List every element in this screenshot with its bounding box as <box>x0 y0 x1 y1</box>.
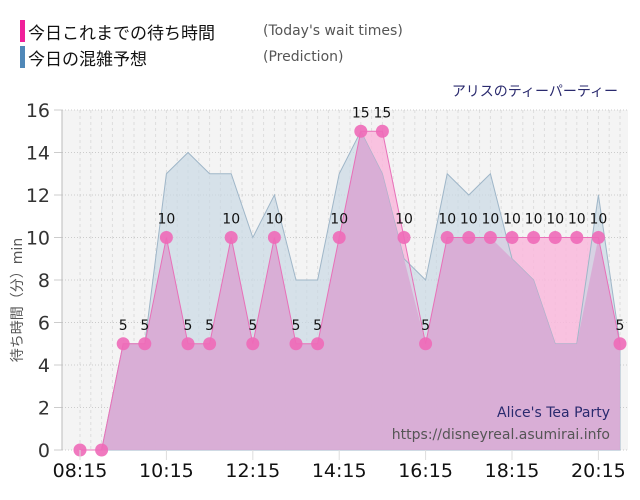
data-point <box>591 231 605 244</box>
data-point <box>203 337 217 351</box>
data-point <box>95 443 109 457</box>
y-tick-label: 0 <box>38 440 50 462</box>
data-label: 5 <box>616 318 625 334</box>
data-point <box>246 337 260 351</box>
x-tick-label: 14:15 <box>312 460 367 482</box>
x-tick-label: 18:15 <box>485 460 540 482</box>
data-label: 10 <box>589 212 607 228</box>
data-point <box>159 231 173 244</box>
y-tick-label: 6 <box>38 313 50 335</box>
data-point <box>354 124 368 138</box>
data-point <box>419 337 433 351</box>
data-label: 10 <box>546 212 564 228</box>
data-point <box>116 337 130 351</box>
data-point <box>375 124 389 138</box>
data-label: 5 <box>140 318 149 334</box>
data-point <box>570 231 584 244</box>
data-label: 5 <box>205 318 214 334</box>
data-label: 10 <box>460 212 478 228</box>
data-label: 10 <box>222 212 240 228</box>
data-label: 10 <box>568 212 586 228</box>
data-point <box>181 337 195 351</box>
data-point <box>462 231 476 244</box>
data-point <box>138 337 152 351</box>
legend-label-en: (Prediction) <box>263 49 344 65</box>
data-point <box>267 231 281 244</box>
data-point <box>289 337 303 351</box>
y-tick-label: 8 <box>38 270 50 292</box>
y-tick-label: 12 <box>26 185 50 207</box>
attraction-name-en: Alice's Tea Party <box>497 405 610 421</box>
data-label: 5 <box>421 318 430 334</box>
data-point <box>311 337 325 351</box>
data-point <box>332 231 346 244</box>
y-tick-label: 2 <box>38 398 50 420</box>
data-label: 10 <box>438 212 456 228</box>
y-tick-label: 14 <box>26 143 50 165</box>
data-label: 10 <box>525 212 543 228</box>
legend-item-prediction: 今日の混雑予想 (Prediction) <box>20 44 403 70</box>
legend-label-jp: 今日これまでの待ち時間 <box>28 23 215 44</box>
data-label: 10 <box>481 212 499 228</box>
data-point <box>505 231 519 244</box>
data-point <box>548 231 562 244</box>
data-label: 10 <box>395 212 413 228</box>
x-tick-label: 08:15 <box>53 460 108 482</box>
attraction-title: アリスのティーパーティー <box>451 84 618 100</box>
legend-label-jp: 今日の混雑予想 <box>28 49 147 70</box>
data-label: 10 <box>265 212 283 228</box>
y-tick-label: 10 <box>26 228 50 250</box>
data-point <box>397 231 411 244</box>
x-tick-label: 10:15 <box>139 460 194 482</box>
data-label: 5 <box>184 318 193 334</box>
legend-swatch-prediction <box>20 46 25 68</box>
overlap-area <box>80 131 620 450</box>
data-label: 5 <box>292 318 301 334</box>
data-point <box>527 231 541 244</box>
data-label: 5 <box>313 318 322 334</box>
data-label: 10 <box>330 212 348 228</box>
data-point <box>224 231 238 244</box>
data-label: 15 <box>373 105 391 121</box>
data-label: 10 <box>157 212 175 228</box>
data-label: 5 <box>119 318 128 334</box>
y-tick-label: 4 <box>38 355 50 377</box>
y-axis-label: 待ち時間（分）min <box>10 238 26 362</box>
y-tick-label: 16 <box>26 100 50 122</box>
x-tick-label: 12:15 <box>225 460 280 482</box>
data-point <box>440 231 454 244</box>
x-tick-label: 20:15 <box>571 460 626 482</box>
data-label: 5 <box>248 318 257 334</box>
data-label: 10 <box>503 212 521 228</box>
legend-item-today: 今日これまでの待ち時間 (Today's wait times) <box>20 18 403 44</box>
data-point <box>613 337 627 351</box>
x-tick-label: 16:15 <box>398 460 453 482</box>
data-point <box>483 231 497 244</box>
legend-swatch-today <box>20 20 25 42</box>
watermark-url: https://disneyreal.asumirai.info <box>391 427 610 443</box>
data-label: 15 <box>352 105 370 121</box>
legend-label-en: (Today's wait times) <box>263 23 403 39</box>
legend: 今日これまでの待ち時間 (Today's wait times) 今日の混雑予想… <box>20 18 403 70</box>
